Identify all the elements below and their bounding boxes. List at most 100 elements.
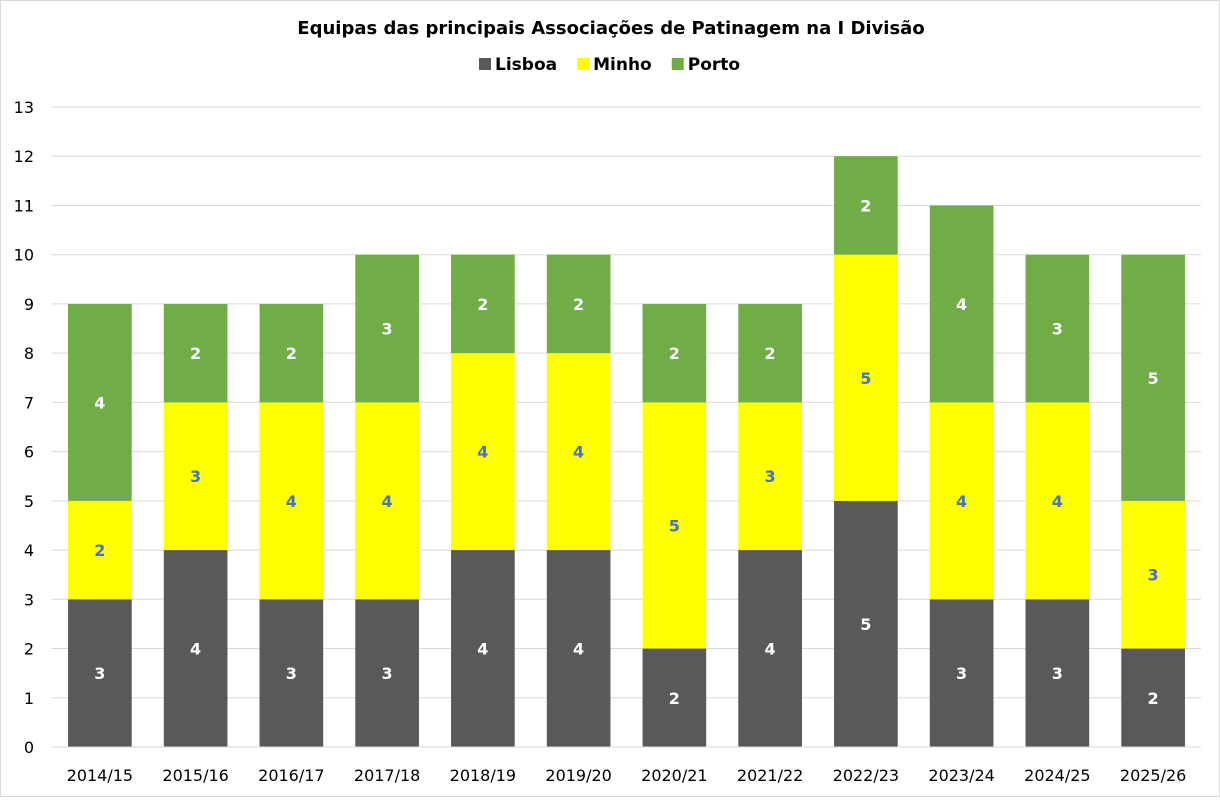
- x-tick-label: 2016/17: [258, 766, 324, 785]
- y-tick-label: 10: [14, 246, 34, 265]
- x-tick-label: 2021/22: [737, 766, 803, 785]
- data-label-lisboa: 3: [286, 664, 297, 683]
- bar-lisboa: [451, 550, 515, 747]
- bar-lisboa: [1121, 648, 1185, 747]
- data-label-minho: 4: [956, 492, 967, 511]
- bar-minho: [259, 402, 324, 600]
- data-label-minho: 5: [669, 516, 680, 535]
- y-tick-label: 12: [14, 147, 34, 166]
- legend-label-minho: Minho: [593, 55, 652, 75]
- legend-swatch-porto: [671, 58, 684, 70]
- x-tick-label: 2025/26: [1120, 766, 1186, 785]
- bar-minho: [1121, 500, 1185, 649]
- bar-lisboa: [834, 500, 898, 747]
- bar-lisboa: [738, 550, 802, 747]
- bar-lisboa: [1025, 599, 1090, 747]
- data-label-porto: 2: [669, 344, 680, 363]
- legend-swatch-lisboa: [479, 58, 491, 70]
- data-label-minho: 4: [477, 443, 488, 462]
- y-tick-label: 8: [24, 344, 34, 363]
- bar-porto: [259, 303, 324, 403]
- bar-porto: [1025, 254, 1090, 403]
- x-axis: 2014/15 2015/16 2016/17 2017/18 2018/19 2019/…: [52, 746, 1201, 785]
- x-tick-label: 2015/16: [162, 766, 228, 785]
- y-tick-label: 7: [24, 393, 34, 412]
- x-tick-label: 2019/20: [545, 766, 611, 785]
- x-tick-label: 2023/24: [928, 766, 994, 785]
- x-tick-label: 2024/25: [1024, 766, 1090, 785]
- data-label-lisboa: 4: [477, 640, 488, 659]
- data-label-porto: 3: [382, 320, 393, 339]
- bar-porto: [163, 303, 228, 403]
- y-tick-label: 13: [14, 98, 34, 117]
- data-label-porto: 5: [1148, 369, 1159, 388]
- data-label-porto: 2: [573, 295, 584, 314]
- bar-minho: [355, 402, 419, 600]
- data-label-lisboa: 3: [1052, 664, 1063, 683]
- bar-minho: [1025, 402, 1090, 600]
- bar-porto: [546, 254, 611, 354]
- bar-minho: [68, 500, 132, 600]
- bar-porto: [68, 303, 132, 501]
- x-tick-label: 2014/15: [67, 766, 133, 785]
- y-tick-label: 0: [24, 738, 34, 757]
- data-label-porto: 3: [1052, 320, 1063, 339]
- data-label-lisboa: 2: [669, 689, 680, 708]
- data-label-porto: 4: [94, 393, 105, 412]
- data-label-porto: 2: [860, 196, 871, 215]
- data-label-lisboa: 4: [573, 640, 584, 659]
- data-labels: 3 2 4 4 3 2 3 4 2 3 4 3 4 4 2 4 4 2 2 5 2 4 3 2 5 5 2 3 4 4 3 4 3 2 3 5: [94, 196, 1158, 707]
- legend-swatch-minho: [577, 58, 590, 70]
- data-label-lisboa: 2: [1148, 689, 1159, 708]
- bar-lisboa: [68, 599, 132, 747]
- bar-porto: [451, 254, 515, 354]
- bar-minho: [546, 353, 611, 551]
- legend-label-porto: Porto: [688, 55, 740, 75]
- bar-lisboa: [929, 599, 994, 747]
- x-tick-label: 2020/21: [641, 766, 707, 785]
- bar-porto: [355, 254, 419, 403]
- bar-porto: [1121, 254, 1185, 501]
- bar-minho: [642, 402, 707, 649]
- y-tick-label: 11: [14, 196, 34, 215]
- y-tick-label: 6: [24, 443, 34, 462]
- data-label-porto: 4: [956, 295, 967, 314]
- gridlines: [52, 106, 1201, 748]
- data-label-lisboa: 3: [94, 664, 105, 683]
- data-label-minho: 4: [573, 443, 584, 462]
- data-label-lisboa: 3: [382, 664, 393, 683]
- bar-porto: [929, 205, 994, 403]
- bar-minho: [929, 402, 994, 600]
- y-tick-label: 4: [24, 541, 34, 560]
- data-label-minho: 2: [94, 541, 105, 560]
- data-label-porto: 2: [477, 295, 488, 314]
- data-label-lisboa: 5: [860, 615, 871, 634]
- bar-lisboa: [546, 550, 611, 747]
- data-label-porto: 2: [286, 344, 297, 363]
- chart-legend: Lisboa Minho Porto: [479, 55, 740, 75]
- y-tick-label: 5: [24, 492, 34, 511]
- data-label-minho: 4: [286, 492, 297, 511]
- bars: [68, 156, 1185, 747]
- data-label-minho: 3: [1148, 566, 1159, 585]
- data-label-lisboa: 4: [190, 640, 201, 659]
- bar-minho: [451, 353, 515, 551]
- bar-porto: [738, 303, 802, 403]
- y-tick-label: 2: [24, 640, 34, 659]
- legend-label-lisboa: Lisboa: [495, 55, 557, 75]
- data-label-lisboa: 3: [956, 664, 967, 683]
- data-label-porto: 2: [190, 344, 201, 363]
- bar-lisboa: [355, 599, 419, 747]
- bar-porto: [834, 156, 898, 255]
- data-label-lisboa: 4: [765, 640, 776, 659]
- y-tick-label: 1: [24, 689, 34, 708]
- data-label-minho: 3: [765, 467, 776, 486]
- bar-lisboa: [259, 599, 324, 747]
- data-label-porto: 2: [765, 344, 776, 363]
- x-tick-label: 2018/19: [450, 766, 516, 785]
- bar-minho: [738, 402, 802, 551]
- data-label-minho: 4: [1052, 492, 1063, 511]
